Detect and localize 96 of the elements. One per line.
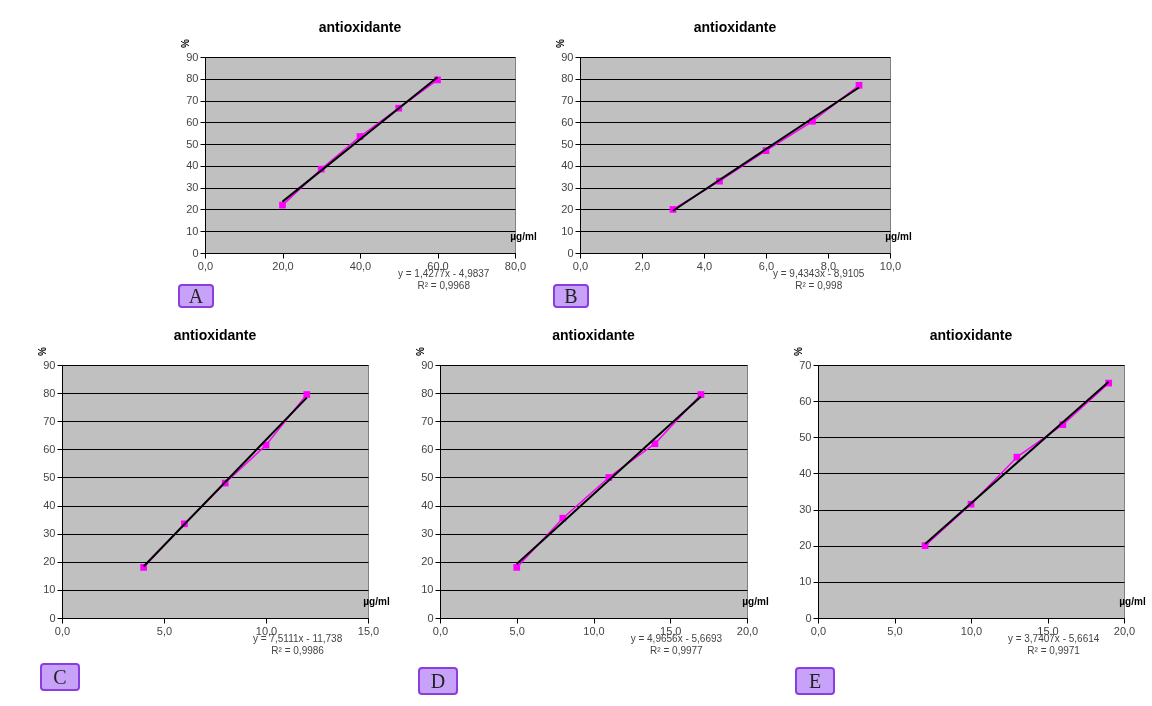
letter-badge: C	[40, 663, 80, 691]
point	[279, 201, 286, 209]
letter-badge: B	[553, 284, 589, 308]
y-tick-label: 50	[186, 137, 199, 150]
y-tick-label: 70	[561, 94, 574, 107]
y-tick-label: 90	[186, 50, 199, 63]
chart-title: antioxidante	[173, 326, 257, 343]
y-tick-label: 80	[421, 386, 434, 399]
x-axis-title: µg/ml	[885, 230, 912, 242]
y-tick-label: 60	[421, 442, 434, 455]
x-tick-label: 5,0	[156, 624, 173, 637]
y-tick-label: 50	[799, 430, 812, 443]
x-tick-label: 0,0	[432, 624, 449, 637]
letter-badge: E	[795, 667, 835, 695]
y-tick-label: 30	[186, 181, 199, 194]
y-tick-label: 0	[427, 611, 434, 624]
point	[303, 391, 311, 398]
y-tick-label: 0	[192, 246, 199, 259]
y-tick-label: 10	[421, 583, 434, 596]
y-tick-label: 10	[799, 575, 812, 588]
y-tick-label: 70	[799, 358, 812, 371]
text: R² = 0,9968	[417, 280, 471, 291]
x-tick-label: 10,0	[879, 259, 902, 272]
y-tick-label: 10	[186, 224, 199, 237]
text: R² = 0,9977	[650, 645, 704, 656]
y-tick-label: 80	[43, 386, 56, 399]
y-tick-label: 50	[421, 470, 434, 483]
y-tick-label: 70	[43, 414, 56, 427]
y-axis-title: %	[554, 38, 566, 48]
y-tick-label: 30	[799, 503, 812, 516]
x-tick-label: 0,0	[810, 624, 827, 637]
x-axis-title: µg/ml	[742, 595, 769, 607]
y-tick-label: 30	[561, 181, 574, 194]
y-tick-label: 70	[186, 94, 199, 107]
y-tick-label: 80	[186, 72, 199, 85]
x-tick-label: 80,0	[504, 259, 527, 272]
x-tick-label: 5,0	[887, 624, 903, 637]
y-tick-label: 0	[49, 611, 56, 624]
y-tick-label: 20	[421, 555, 434, 568]
y-tick-label: 40	[421, 499, 434, 512]
letter-badge: D	[418, 667, 458, 695]
y-tick-label: 0	[805, 611, 812, 624]
y-tick-label: 20	[561, 202, 574, 215]
x-tick-label: 20,0	[736, 624, 759, 637]
x-tick-label: 0,0	[572, 259, 589, 272]
text: R² = 0,998	[795, 280, 843, 291]
y-tick-label: 0	[567, 246, 574, 259]
y-tick-label: 60	[43, 442, 56, 455]
x-tick-label: 2,0	[634, 259, 651, 272]
x-tick-label: 0,0	[54, 624, 71, 637]
y-tick-label: 10	[43, 583, 56, 596]
text: R² = 0,9971	[1027, 645, 1081, 656]
y-tick-label: 60	[186, 115, 199, 128]
y-tick-label: 90	[43, 358, 56, 371]
x-tick-label: 4,0	[696, 259, 713, 272]
x-tick-label: 20,0	[272, 259, 294, 272]
y-tick-label: 30	[421, 527, 434, 540]
y-tick-label: 30	[43, 527, 56, 540]
x-tick-label: 5,0	[509, 624, 525, 637]
y-axis-title: %	[36, 346, 48, 356]
y-tick-label: 90	[561, 50, 574, 63]
x-tick-label: 10,0	[583, 624, 605, 637]
y-tick-label: 50	[561, 137, 574, 150]
y-tick-label: 60	[799, 394, 812, 407]
y-tick-label: 40	[43, 499, 56, 512]
x-axis-title: µg/ml	[363, 595, 390, 607]
y-tick-label: 70	[421, 414, 434, 427]
y-axis-title: %	[414, 346, 426, 356]
chart-title: antioxidante	[929, 326, 1013, 343]
y-axis-title: %	[179, 38, 191, 48]
letter-badge: A	[178, 284, 214, 308]
y-tick-label: 40	[799, 466, 812, 479]
y-tick-label: 90	[421, 358, 434, 371]
y-tick-label: 40	[561, 159, 574, 172]
y-tick-label: 20	[799, 539, 812, 552]
chart-title: antioxidante	[552, 326, 635, 343]
y-tick-label: 20	[186, 202, 199, 215]
y-tick-label: 40	[186, 159, 199, 172]
y-tick-label: 60	[561, 115, 574, 128]
x-tick-label: 15,0	[357, 624, 380, 637]
y-axis-title: %	[792, 346, 804, 356]
x-axis-title: µg/ml	[1119, 595, 1146, 607]
x-tick-label: 10,0	[960, 624, 983, 637]
chart-title: antioxidante	[318, 18, 402, 35]
text: R² = 0,9986	[271, 645, 325, 656]
y-tick-label: 80	[561, 72, 574, 85]
y-tick-label: 20	[43, 555, 56, 568]
y-tick-label: 10	[561, 224, 574, 237]
y-tick-label: 50	[43, 470, 56, 483]
point	[513, 564, 521, 571]
chart-title: antioxidante	[693, 18, 777, 35]
x-tick-label: 40,0	[349, 259, 372, 272]
x-tick-label: 20,0	[1113, 624, 1136, 637]
x-tick-label: 0,0	[197, 259, 214, 272]
x-tick-label: 6,0	[758, 259, 775, 272]
x-axis-title: µg/ml	[510, 230, 537, 242]
